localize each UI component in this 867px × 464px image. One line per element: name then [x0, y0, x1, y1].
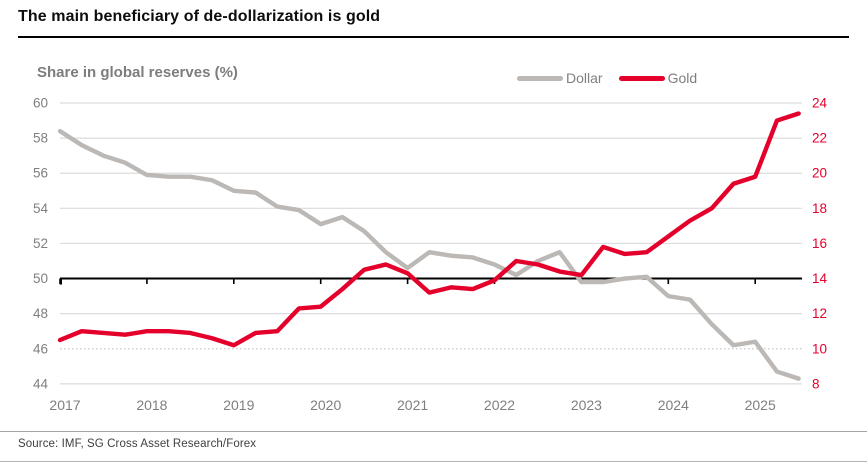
- x-axis-label: 2022: [484, 397, 515, 413]
- dollar-line: [57, 128, 801, 381]
- x-axis-label: 2025: [745, 397, 776, 413]
- left-axis-label: 56: [33, 166, 48, 181]
- right-axis-label: 24: [812, 96, 828, 111]
- gold-line: [57, 111, 801, 348]
- left-axis-label: 60: [33, 96, 48, 111]
- axis-unit-label: Share in global reserves (%): [37, 64, 238, 81]
- dollar-line-swatch: [517, 75, 563, 81]
- right-axis-label: 18: [812, 201, 827, 216]
- right-axis-label: 14: [812, 271, 828, 286]
- x-axis-label: 2017: [49, 397, 80, 413]
- x-axis-label: 2021: [397, 397, 428, 413]
- legend: Dollar Gold: [517, 70, 697, 86]
- right-axis-label: 8: [812, 376, 820, 391]
- legend-label-gold: Gold: [667, 70, 698, 86]
- left-axis-label: 44: [33, 376, 49, 391]
- x-axis-label: 2023: [571, 397, 602, 413]
- left-axis-label: 52: [33, 236, 48, 251]
- left-axis-label: 50: [33, 271, 48, 286]
- right-axis-label: 20: [812, 166, 827, 181]
- page-title: The main beneficiary of de-dollarization…: [18, 8, 381, 25]
- right-axis-label: 10: [812, 341, 827, 356]
- source-note: Source: IMF, SG Cross Asset Research/For…: [18, 438, 257, 450]
- legend-label-dollar: Dollar: [566, 70, 603, 86]
- legend-item-dollar: Dollar: [517, 70, 603, 86]
- legend-item-gold: Gold: [618, 70, 698, 86]
- x-axis-label: 2020: [310, 397, 341, 413]
- right-axis-label: 22: [812, 131, 827, 146]
- x-axis-label: 2019: [223, 397, 254, 413]
- left-axis-label: 46: [33, 341, 48, 356]
- gold-line-swatch: [618, 75, 665, 81]
- left-axis-label: 58: [33, 131, 48, 146]
- right-axis-label: 12: [812, 306, 827, 321]
- right-axis-label: 16: [812, 236, 827, 251]
- footer-rule: [0, 431, 867, 432]
- x-axis-label: 2024: [658, 397, 689, 413]
- x-axis-label: 2018: [136, 397, 167, 413]
- bottom-border: [0, 461, 867, 462]
- left-axis-label: 54: [33, 201, 49, 216]
- left-axis-label: 48: [33, 306, 48, 321]
- title-underline: [18, 36, 849, 38]
